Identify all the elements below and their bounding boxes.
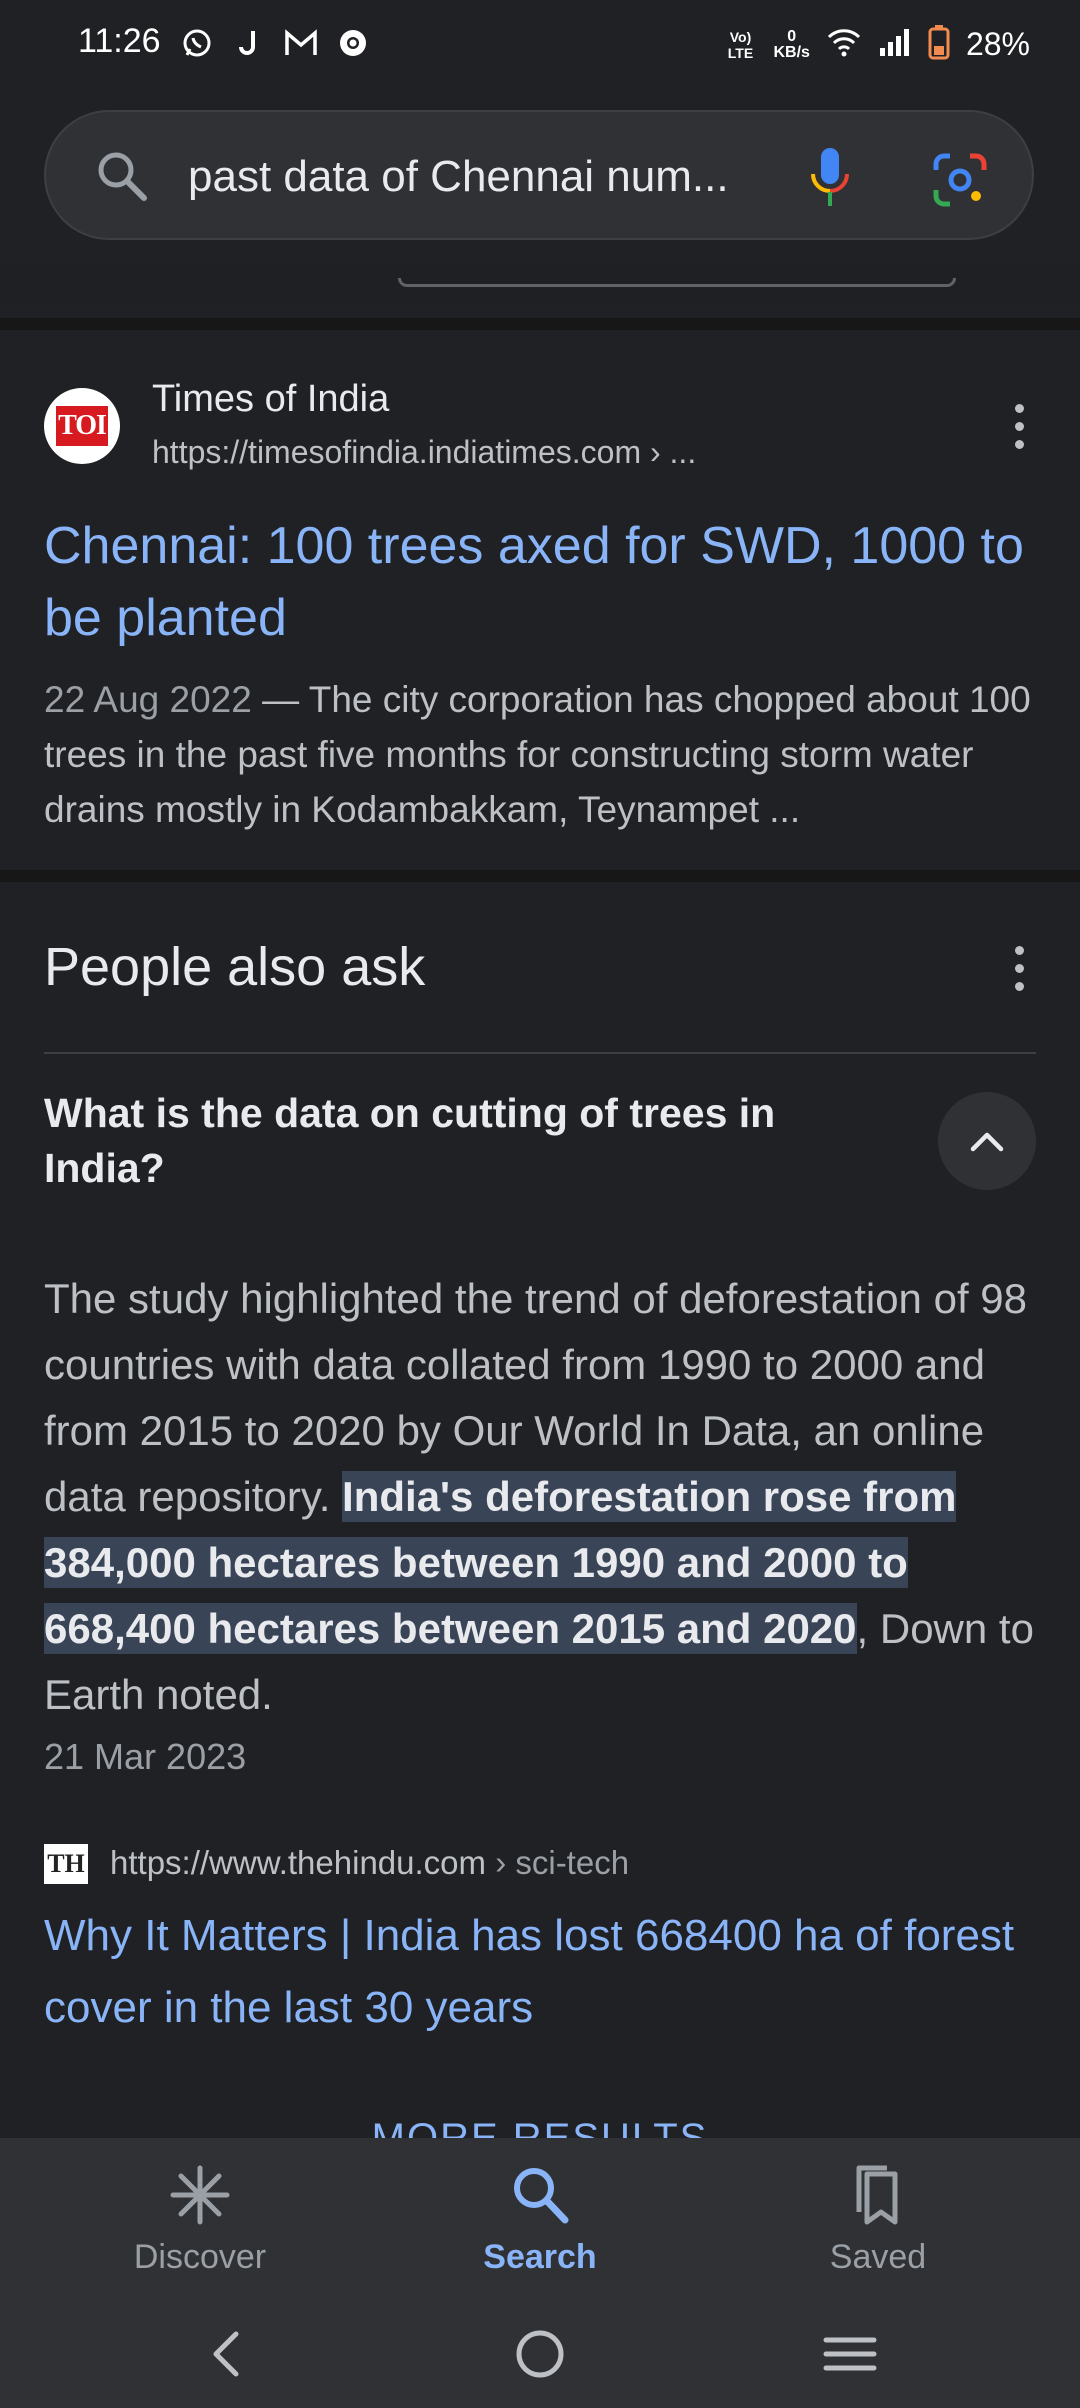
source-url[interactable]: https://www.thehindu.com › sci-tech: [110, 1844, 629, 1882]
source-url-path: › sci-tech: [486, 1844, 630, 1881]
answer-text: The study highlighted the trend of defor…: [44, 1266, 1044, 1728]
people-also-ask-title: People also ask: [44, 937, 426, 997]
network-speed-unit: KB/s: [773, 43, 810, 61]
search-icon: [98, 152, 147, 201]
result-title-link[interactable]: Chennai: 100 trees axed for SWD, 1000 to…: [44, 517, 1024, 647]
question-text[interactable]: What is the data on cutting of trees in …: [44, 1090, 776, 1191]
result-date: 22 Aug 2022: [44, 679, 252, 720]
google-lens-icon[interactable]: [932, 152, 988, 208]
home-icon[interactable]: [508, 2322, 572, 2386]
previous-card-outline: [398, 278, 956, 287]
source-title-link[interactable]: Why It Matters | India has lost 668400 h…: [44, 1911, 1015, 2032]
nav-discover-label: Discover: [133, 2238, 267, 2276]
answer-text-pre: The study highlighted the trend of defor…: [44, 1275, 1028, 1520]
gmail-icon: [284, 26, 318, 60]
search-input[interactable]: past data of Chennai num...: [188, 152, 729, 201]
bookmarks-icon: [856, 2165, 898, 2225]
status-time: 11:26: [78, 22, 161, 60]
status-bar: 11:26 Vo) LTE 0 KB/s 28%: [0, 0, 1080, 90]
back-icon[interactable]: [196, 2322, 260, 2386]
volte-icon: Vo) LTE: [727, 28, 754, 61]
toi-logo: TOI: [56, 406, 108, 446]
system-status-icons: Vo) LTE 0 KB/s 28%: [724, 24, 1030, 65]
nav-saved[interactable]: Saved: [748, 2160, 1008, 2277]
more-options-icon[interactable]: [1014, 404, 1026, 456]
signal-icon: [878, 26, 912, 63]
nav-search-label: Search: [483, 2238, 597, 2276]
chrome-icon: [336, 26, 370, 60]
whatsapp-icon: [180, 26, 214, 60]
recent-apps-icon[interactable]: [818, 2322, 882, 2386]
nav-search[interactable]: Search: [410, 2160, 670, 2277]
collapse-button[interactable]: [938, 1092, 1036, 1190]
divider: [0, 318, 1080, 330]
the-hindu-logo: TH: [44, 1844, 88, 1884]
divider: [0, 870, 1080, 882]
answer-text-post: , Down to Earth noted.: [44, 1605, 1034, 1718]
nav-discover[interactable]: Discover: [70, 2160, 330, 2277]
wifi-icon: [826, 26, 862, 63]
jio-icon: [232, 26, 266, 60]
answer-date: 21 Mar 2023: [44, 1736, 247, 1777]
source-url-domain: https://www.thehindu.com: [110, 1844, 487, 1881]
asterisk-icon: [170, 2165, 230, 2225]
result-snippet: 22 Aug 2022 — The city corporation has c…: [44, 672, 1044, 837]
site-favicon[interactable]: TOI: [44, 388, 120, 464]
notification-icons: [180, 26, 370, 60]
site-url[interactable]: https://timesofindia.indiatimes.com › ..…: [152, 434, 697, 470]
microphone-icon[interactable]: [806, 146, 854, 210]
divider: [44, 1052, 1036, 1054]
network-speed-value: 0: [787, 27, 797, 45]
bottom-navigation: Discover Search Saved: [0, 2138, 1080, 2298]
chevron-up-icon: [970, 1132, 1004, 1152]
system-navigation-bar: [0, 2298, 1080, 2408]
site-name[interactable]: Times of India: [152, 378, 390, 420]
more-options-icon[interactable]: [1014, 946, 1026, 998]
battery-icon: [928, 24, 950, 65]
result-snippet-text: — The city corporation has chopped about…: [44, 679, 1031, 830]
nav-saved-label: Saved: [829, 2238, 927, 2276]
search-icon: [514, 2168, 569, 2224]
search-bar[interactable]: past data of Chennai num...: [44, 110, 1034, 240]
network-speed: 0 KB/s: [773, 27, 810, 61]
battery-percent: 28%: [965, 26, 1030, 62]
